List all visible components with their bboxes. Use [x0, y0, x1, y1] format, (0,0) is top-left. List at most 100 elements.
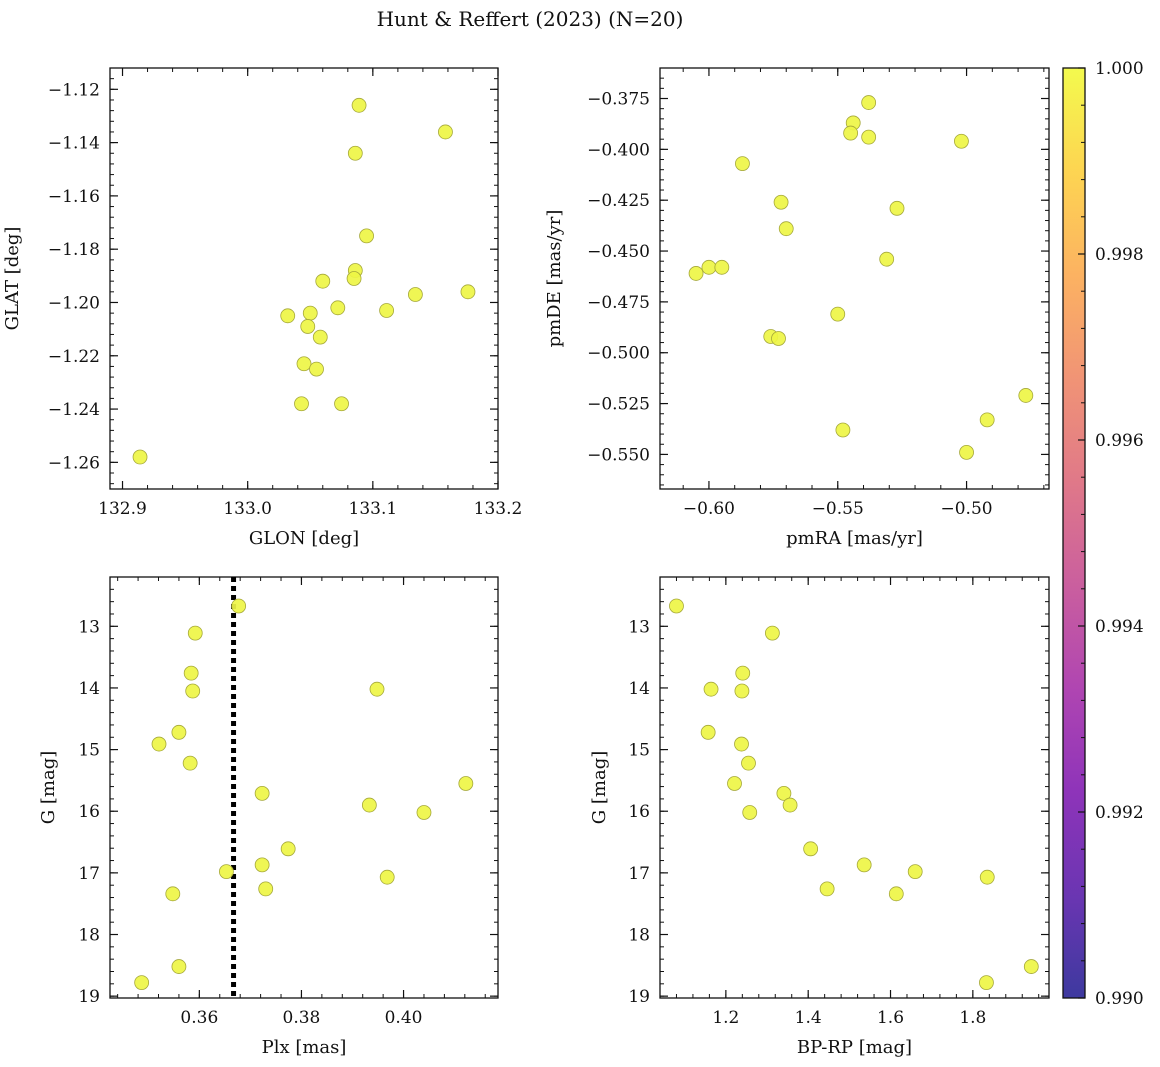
data-point: [889, 200, 905, 216]
data-point: [330, 300, 346, 316]
y-tick-label: 19: [628, 987, 650, 1007]
data-point: [309, 361, 324, 377]
x-axis-label: Plx [mas]: [262, 1037, 347, 1058]
data-point: [407, 287, 423, 302]
y-tick-label: 13: [628, 617, 650, 637]
y-tick-label: 17: [628, 864, 650, 884]
x-tick-label: 133.1: [349, 499, 398, 519]
x-tick-label: 132.9: [98, 499, 147, 519]
data-point: [861, 129, 877, 145]
x-tick-label: 1.2: [712, 1008, 739, 1028]
y-tick-label: −0.450: [587, 242, 650, 262]
data-point: [888, 886, 904, 902]
data-point: [764, 625, 780, 641]
x-tick-label: 133.0: [223, 499, 272, 519]
y-axis-label: GLAT [deg]: [2, 227, 23, 331]
x-tick-label: 0.40: [385, 1008, 423, 1028]
data-point: [460, 284, 476, 300]
data-point: [334, 396, 349, 412]
data-point: [187, 625, 203, 641]
y-tick-label: −1.16: [48, 187, 100, 207]
data-point: [979, 412, 995, 428]
y-tick-label: −1.22: [48, 347, 100, 367]
y-tick-label: −0.550: [587, 445, 650, 465]
y-tick-label: −0.500: [587, 344, 650, 364]
colorbar-tick-label: 0.992: [1095, 803, 1144, 823]
data-point: [302, 305, 318, 321]
y-tick-label: 17: [78, 864, 100, 884]
colorbar: 0.990 0.992 0.994 0.996 0.998 1.000: [1062, 59, 1144, 1009]
colorbar-tick-label: 0.990: [1095, 989, 1144, 1009]
data-point: [351, 97, 367, 113]
data-point: [280, 841, 296, 857]
data-point: [182, 755, 198, 771]
figure-title: Hunt & Reffert (2023) (N=20): [377, 7, 684, 31]
data-point: [727, 776, 742, 791]
colorbar-tick-label: 1.000: [1095, 59, 1144, 79]
colorbar-frame: [1062, 67, 1086, 999]
data-point: [669, 598, 684, 614]
x-tick-label: 1.4: [795, 1008, 822, 1028]
x-tick-label: 1.6: [877, 1008, 904, 1028]
data-point: [703, 681, 719, 697]
data-point: [347, 145, 363, 161]
axes-frame: [109, 67, 499, 490]
colorbar-tick-label: 0.996: [1095, 431, 1144, 451]
data-point: [361, 797, 377, 813]
y-tick-label: 18: [78, 926, 100, 946]
data-point: [856, 857, 872, 873]
data-point: [1023, 959, 1039, 974]
data-point: [346, 271, 362, 286]
y-tick-label: −0.525: [587, 395, 650, 415]
data-point: [879, 251, 895, 267]
axes-frame: [659, 576, 1050, 999]
y-axis-label: G [mag]: [38, 751, 59, 824]
panel-plx-g: 0.36 0.38 0.40 13 14 15 16 17 18 19 Plx [mas] G [ma…: [38, 576, 499, 1058]
data-point: [218, 864, 234, 880]
data-point: [959, 444, 974, 460]
y-tick-label: −1.20: [48, 293, 100, 313]
data-point: [735, 156, 750, 171]
x-tick-label: 133.2: [474, 499, 523, 519]
data-point: [254, 857, 270, 873]
axes-frame: [109, 576, 499, 999]
data-point: [701, 259, 717, 275]
y-tick-label: −0.475: [587, 293, 650, 313]
data-point: [714, 259, 730, 275]
data-point: [830, 306, 846, 322]
x-axis-label: pmRA [mas/yr]: [786, 528, 923, 549]
data-point: [258, 881, 274, 897]
data-point: [979, 869, 995, 885]
data-point: [741, 755, 756, 771]
axes-frame: [659, 67, 1050, 490]
panel-glon-glat: 132.9 133.0 133.1 133.2 −1.26 −1.24 −1.22 −1.20…: [2, 67, 523, 549]
x-tick-label: 1.8: [959, 1008, 986, 1028]
x-tick-label: −0.50: [941, 499, 993, 519]
data-point: [843, 125, 859, 141]
data-point: [742, 805, 758, 820]
data-point: [171, 959, 187, 974]
data-point: [296, 356, 312, 372]
data-point: [300, 319, 316, 334]
data-point: [183, 665, 199, 681]
panel-pmra-pmde: −0.60 −0.55 −0.50 −0.550 −0.525 −0.500 −0.475 −…: [544, 67, 1050, 549]
data-point: [954, 133, 969, 149]
data-point: [688, 266, 704, 281]
y-tick-label: 13: [78, 617, 100, 637]
x-tick-label: −0.55: [812, 499, 864, 519]
colorbar-tick-label: 0.994: [1095, 617, 1144, 637]
data-point: [379, 303, 395, 318]
data-point: [771, 331, 786, 346]
data-point: [773, 194, 789, 210]
data-point: [734, 683, 750, 699]
data-point: [280, 308, 296, 324]
data-point: [803, 841, 819, 857]
panel-bprp-g: 1.2 1.4 1.6 1.8 13 14 15 16 17 18 19 BP-RP [mag] G […: [589, 576, 1050, 1058]
y-tick-label: 16: [628, 802, 650, 822]
data-point: [254, 785, 270, 801]
y-tick-label: −1.14: [48, 134, 100, 154]
y-tick-label: −0.425: [587, 191, 650, 211]
data-point: [1018, 388, 1034, 403]
y-tick-label: 18: [628, 926, 650, 946]
